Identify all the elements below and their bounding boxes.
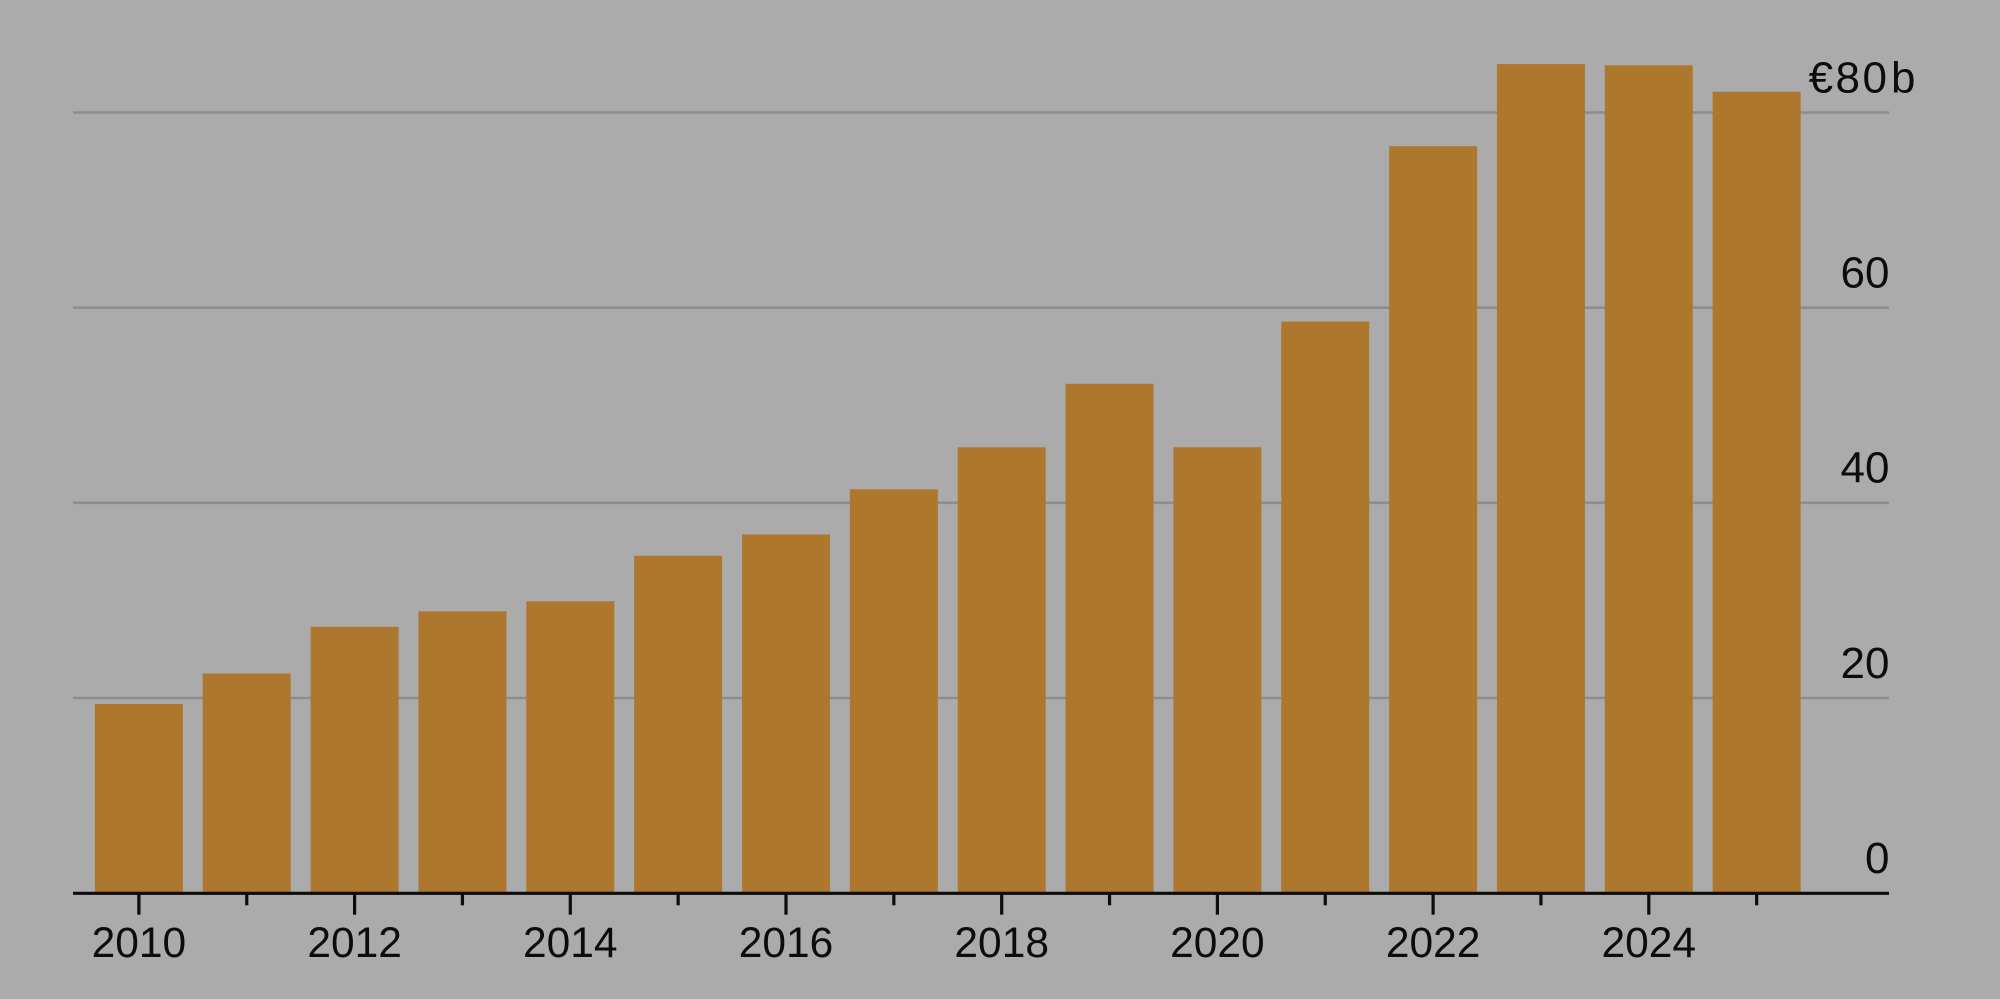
svg-text:2014: 2014	[523, 920, 618, 967]
svg-text:2010: 2010	[92, 920, 187, 967]
svg-text:2024: 2024	[1602, 920, 1697, 967]
svg-text:2022: 2022	[1386, 920, 1481, 967]
svg-text:2020: 2020	[1170, 920, 1265, 967]
svg-text:2016: 2016	[739, 920, 834, 967]
svg-text:40: 40	[1841, 444, 1890, 493]
svg-text:b: b	[1891, 54, 1915, 103]
svg-text:€80: €80	[1809, 54, 1890, 103]
svg-text:20: 20	[1841, 639, 1890, 688]
svg-text:0: 0	[1865, 834, 1889, 883]
svg-text:2012: 2012	[307, 920, 402, 967]
svg-text:2018: 2018	[954, 920, 1049, 967]
svg-text:60: 60	[1841, 249, 1890, 298]
